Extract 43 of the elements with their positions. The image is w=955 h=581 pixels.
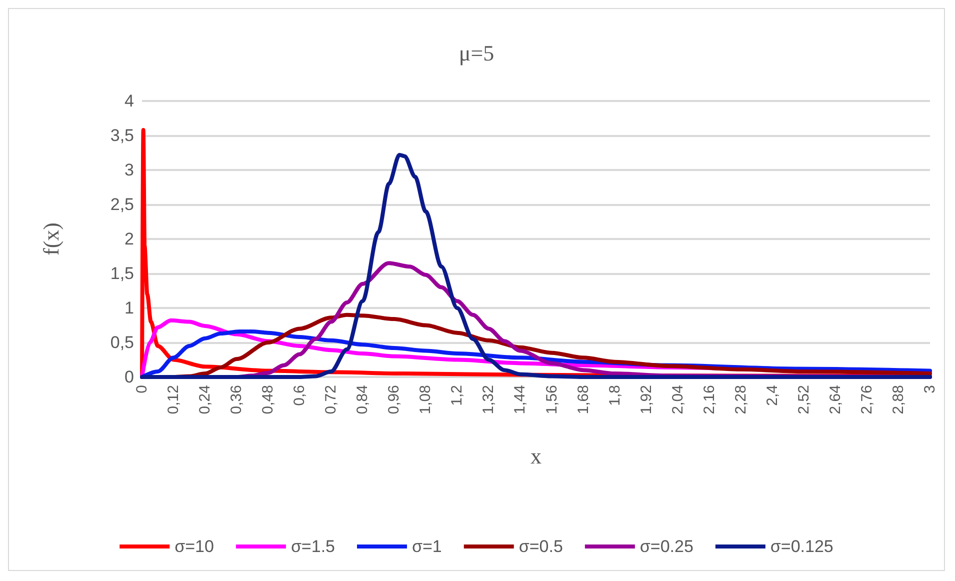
x-tick-label: 1,68 [574, 385, 592, 414]
x-tick-label: 1,32 [480, 385, 498, 414]
x-tick-label: 0,36 [228, 385, 246, 414]
y-tick-label: 2 [124, 230, 134, 248]
legend-label: σ=1 [412, 537, 442, 556]
y-tick-label: 4 [124, 92, 134, 110]
x-tick-label: 2,64 [826, 385, 844, 414]
x-tick-label: 2,4 [764, 385, 781, 406]
x-tick-label: 3 [922, 385, 938, 394]
x-tick-label: 1,56 [543, 385, 560, 414]
x-tick-label: 0,48 [260, 385, 277, 414]
x-tick-label: 0,6 [291, 385, 308, 406]
x-tick-label: 2,04 [669, 385, 686, 414]
x-tick-label: 1,08 [417, 385, 434, 414]
y-tick-label: 2,5 [110, 195, 134, 214]
x-tick-label: 2,28 [732, 385, 750, 414]
x-tick-label: 1,8 [606, 385, 624, 406]
x-tick-label: 2,76 [858, 385, 876, 414]
legend-label: σ=1.5 [290, 537, 336, 556]
legend-label: σ=0.5 [518, 537, 563, 556]
legend-label: σ=10 [174, 537, 214, 556]
legend-label: σ=0.25 [640, 537, 694, 556]
x-tick-label: 0,72 [322, 385, 340, 414]
x-tick-label: 2,88 [890, 385, 907, 414]
x-tick-label: 2,52 [795, 385, 812, 414]
x-tick-label: 0,12 [165, 385, 182, 414]
y-axis-title: f(x) [38, 222, 64, 256]
y-tick-label: 3 [124, 160, 134, 180]
x-tick-label: 1,44 [512, 385, 529, 414]
x-tick-label: 1,92 [638, 385, 655, 414]
x-tick-label: 0 [134, 385, 150, 394]
y-tick-label: 1 [124, 298, 134, 318]
x-tick-label: 1,2 [448, 385, 466, 406]
x-tick-label: 0,96 [386, 385, 403, 414]
y-tick-label: 3,5 [110, 126, 134, 145]
y-tick-label: 1,5 [110, 264, 134, 283]
y-tick-label: 0,5 [110, 333, 134, 352]
x-tick-label: 0,24 [196, 385, 214, 414]
x-tick-label: 0,84 [354, 385, 372, 414]
x-axis-title: x [530, 444, 542, 468]
legend-label: σ=0.125 [770, 537, 834, 556]
x-tick-label: 2,16 [700, 385, 718, 414]
chart-title: μ=5 [458, 40, 494, 66]
